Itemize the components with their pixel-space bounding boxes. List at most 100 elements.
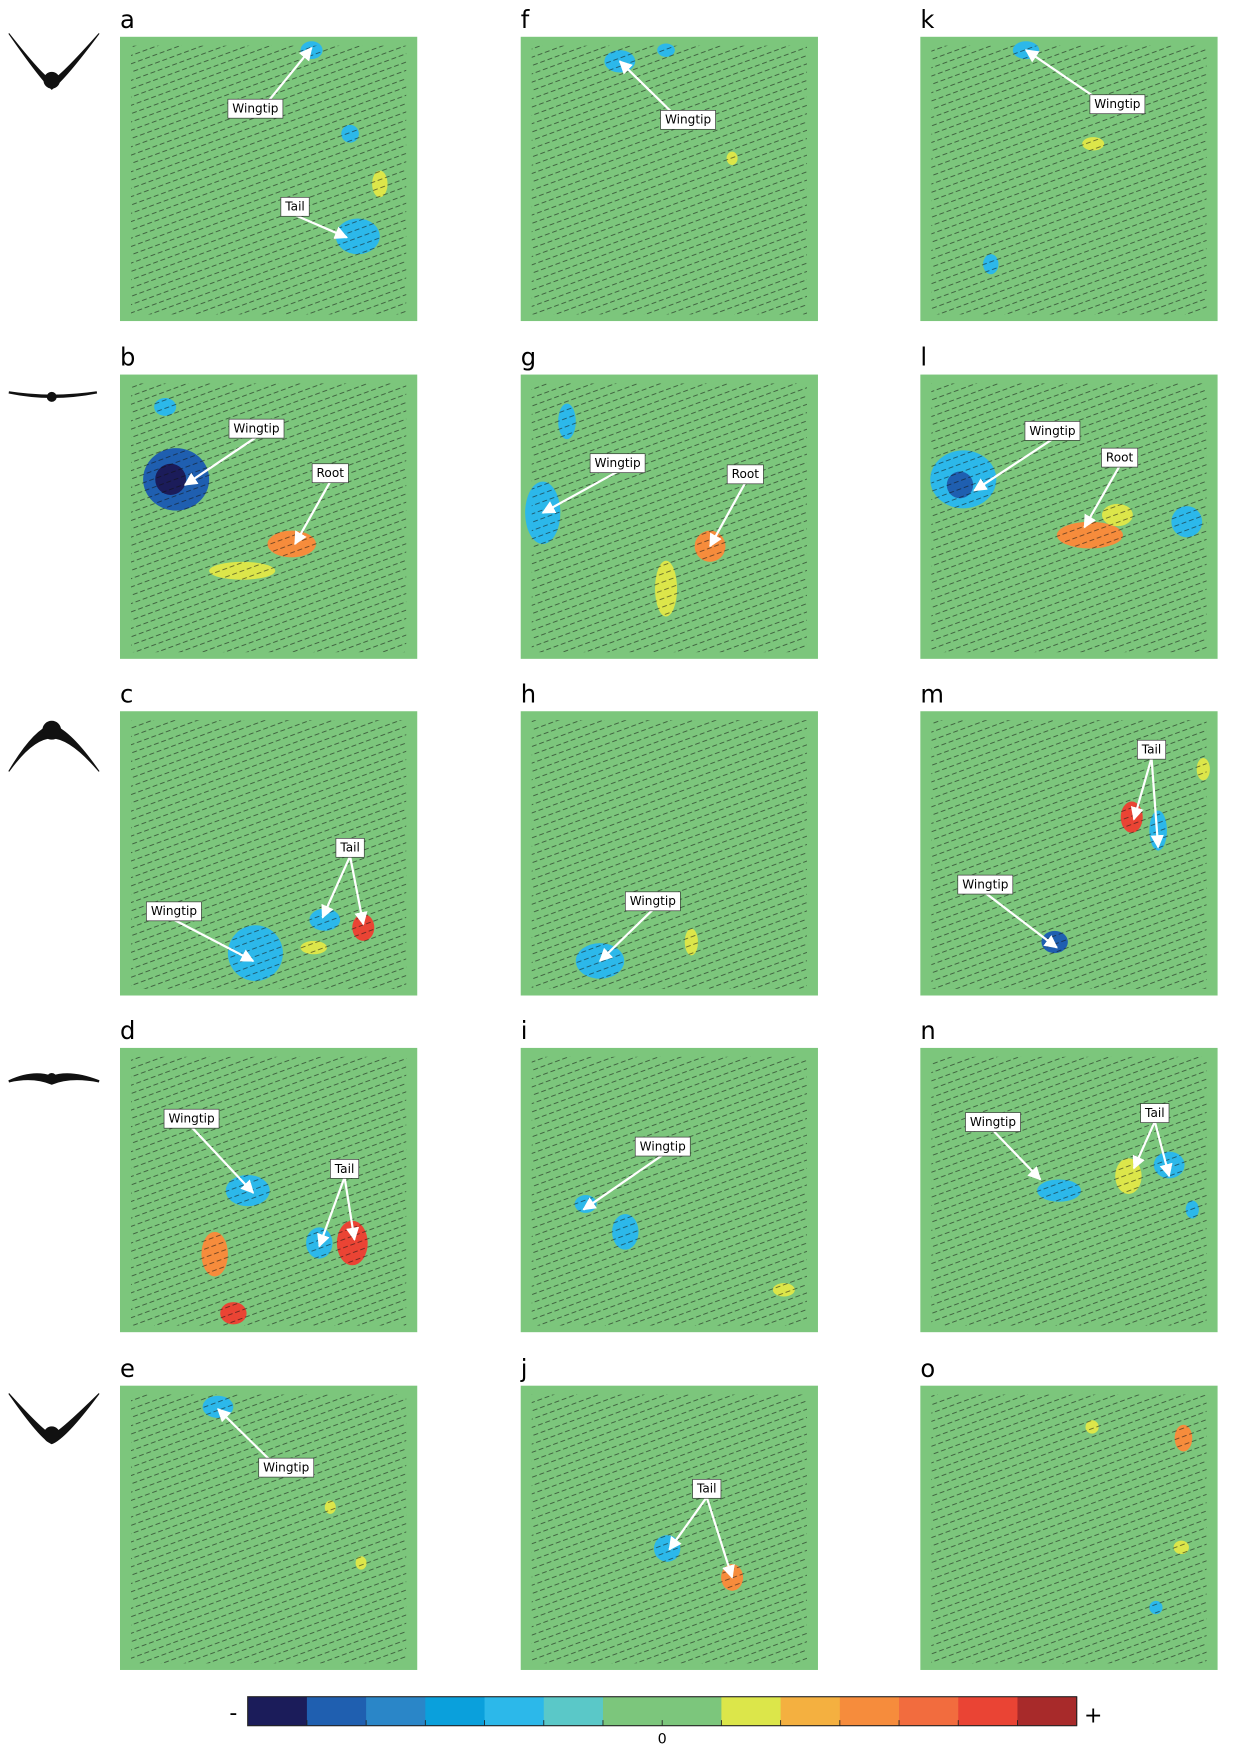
- annotation-label: Tail: [1144, 1106, 1165, 1120]
- annotation-box: [1024, 421, 1081, 441]
- annotation-box: [258, 1457, 315, 1478]
- velocity-vectors: [131, 720, 407, 989]
- panel-letter: l: [920, 343, 927, 372]
- annotation-box: [957, 874, 1014, 895]
- panel: i Wingtip: [520, 1016, 818, 1333]
- annotation-arrow: [709, 482, 747, 548]
- panel-letter: e: [120, 1354, 135, 1383]
- annotation-arrow: [973, 438, 1054, 492]
- annotation-arrow: [349, 855, 368, 926]
- panel: k Wingtip: [920, 5, 1218, 322]
- panel-letter: n: [920, 1016, 935, 1045]
- bird-body: [46, 1072, 57, 1084]
- annotation-box: [1140, 1103, 1170, 1123]
- colorbar-segment: [839, 1696, 900, 1726]
- annotation-box: [1101, 447, 1139, 468]
- panel: d Wingtip Tail: [119, 1016, 418, 1333]
- panel-letter: o: [920, 1354, 935, 1383]
- colorbar-segment: [780, 1696, 841, 1726]
- panel-letter: i: [521, 1016, 528, 1045]
- panel-letter: a: [120, 5, 135, 34]
- velocity-vectors: [131, 45, 407, 315]
- annotation-arrow: [582, 1154, 664, 1211]
- annotation-box: [726, 464, 764, 485]
- annotation-arrow: [541, 470, 619, 514]
- panel: j Tail: [520, 1354, 818, 1670]
- annotation-box: [624, 891, 681, 912]
- annotation-label: Root: [1106, 450, 1134, 464]
- panel: n Wingtip Tail: [920, 1016, 1218, 1333]
- velocity-vectors: [931, 1394, 1207, 1664]
- bird-midstroke: [8, 391, 98, 398]
- panel-letter: m: [920, 679, 944, 708]
- panel-letter: d: [120, 1016, 135, 1045]
- annotation-box: [634, 1136, 691, 1157]
- panel: e Wingtip: [119, 1354, 418, 1670]
- annotation-arrow: [294, 481, 332, 546]
- annotation-arrow: [190, 1126, 255, 1194]
- panel-letter: b: [120, 343, 135, 372]
- annotation-box: [228, 418, 285, 439]
- annotation-arrow: [668, 1496, 708, 1551]
- annotation-arrow: [1130, 757, 1153, 821]
- annotation-box: [311, 463, 349, 484]
- panel-letter: f: [521, 5, 531, 34]
- panel: l Wingtip Root: [920, 343, 1218, 659]
- velocity-vectors: [931, 1056, 1207, 1326]
- panel-letter: h: [521, 679, 536, 708]
- velocity-vectors: [131, 1056, 407, 1326]
- annotation-label: Tail: [284, 200, 305, 214]
- colorbar-segment: [425, 1696, 486, 1726]
- panel-letter: g: [521, 343, 536, 372]
- panel: c Tail Wingtip: [119, 679, 418, 996]
- annotation-arrow: [1083, 465, 1121, 529]
- annotation-box: [1089, 94, 1146, 115]
- annotation-arrow: [984, 892, 1058, 949]
- annotation-box: [280, 196, 310, 217]
- annotation-box: [330, 1159, 360, 1179]
- colorbar-segment: [721, 1696, 782, 1726]
- colorbar-segment: [958, 1696, 1019, 1726]
- annotation-label: Wingtip: [595, 456, 641, 470]
- annotation-arrow: [1150, 757, 1164, 849]
- panel-letter: c: [120, 679, 133, 708]
- annotation-label: Wingtip: [640, 1139, 686, 1153]
- annotation-box: [660, 110, 716, 130]
- annotation-arrow: [321, 855, 352, 919]
- annotation-label: Wingtip: [263, 1460, 309, 1474]
- annotation-box: [163, 1108, 220, 1129]
- annotation-label: Root: [317, 466, 345, 480]
- panel: m Tail Wingtip: [920, 679, 1218, 996]
- panel-letter: k: [920, 5, 935, 34]
- bird-body: [42, 720, 62, 740]
- annotation-label: Wingtip: [233, 421, 279, 435]
- annotation-label: Wingtip: [232, 102, 278, 116]
- annotation-arrow: [705, 1496, 735, 1579]
- annotation-label: Wingtip: [665, 113, 711, 127]
- panel: o: [920, 1354, 1218, 1670]
- colorbar-segment: [1017, 1696, 1078, 1726]
- colorbar-zero: 0: [658, 1731, 667, 1747]
- annotation-label: Tail: [1141, 743, 1162, 757]
- annotation-arrow: [343, 1177, 360, 1241]
- annotation-label: Tail: [696, 1482, 717, 1496]
- annotation-arrow: [1153, 1121, 1173, 1178]
- velocity-vectors: [131, 1394, 407, 1664]
- annotation-box: [965, 1112, 1021, 1132]
- colorbar-segment: [543, 1696, 604, 1726]
- annotation-arrow: [992, 1129, 1042, 1181]
- colorbar-frame: [247, 1696, 1078, 1727]
- velocity-vectors: [531, 383, 807, 653]
- bird-silhouettes: [8, 33, 100, 1445]
- colorbar-segment: [899, 1696, 959, 1726]
- colorbar-segment: [247, 1696, 308, 1726]
- annotation-label: Wingtip: [630, 894, 676, 908]
- annotation-label: Tail: [334, 1162, 355, 1176]
- panel: f Wingtip: [520, 5, 818, 322]
- annotation-label: Tail: [339, 841, 360, 855]
- velocity-vectors: [931, 720, 1207, 989]
- bird-body: [46, 391, 57, 402]
- annotation-box: [335, 837, 365, 858]
- annotation-arrow: [1132, 1121, 1156, 1170]
